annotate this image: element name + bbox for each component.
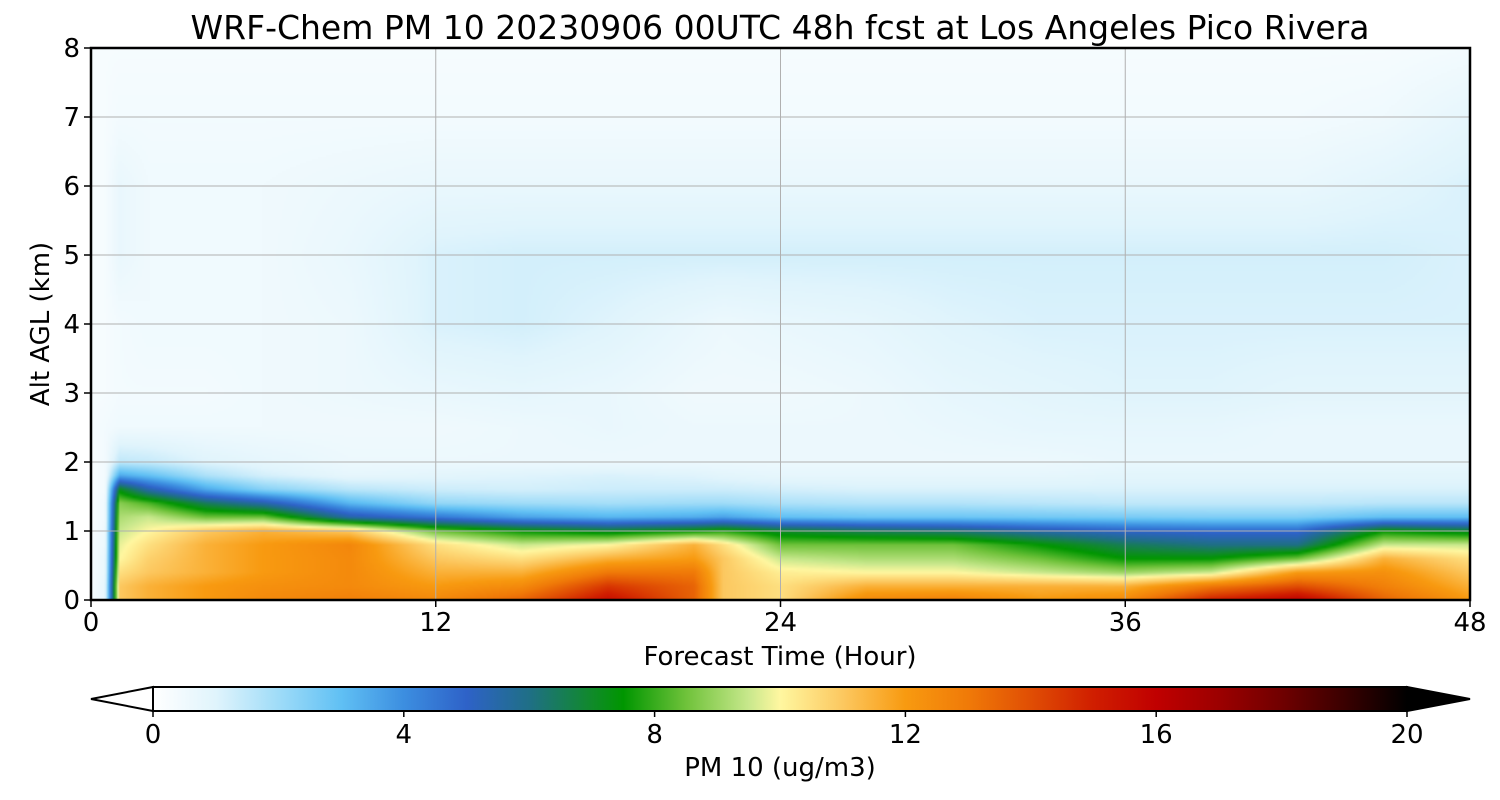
- y-tick-label: 2: [63, 448, 80, 478]
- y-axis-label: Alt AGL (km): [26, 242, 56, 406]
- y-tick-label: 6: [63, 172, 80, 202]
- colorbar-tick-label: 20: [1390, 720, 1423, 750]
- y-tick-label: 0: [63, 586, 80, 616]
- y-tick-label: 8: [63, 34, 80, 64]
- y-tick-label: 3: [63, 379, 80, 409]
- y-tick-label: 1: [63, 517, 80, 547]
- x-tick-label: 0: [83, 608, 100, 638]
- colorbar-tick-label: 4: [396, 720, 413, 750]
- x-axis: 0 12 24 36 48: [83, 600, 1487, 638]
- plot-area: [89, 46, 1472, 602]
- x-tick-label: 24: [764, 608, 797, 638]
- grid-lines: [91, 48, 1470, 600]
- colorbar-ticks: 0 4 8 12 16 20: [145, 711, 1424, 750]
- colorbar-tick-label: 12: [889, 720, 922, 750]
- colorbar-tick-label: 16: [1140, 720, 1173, 750]
- y-axis: 0 1 2 3 4 5 6 7 8: [63, 34, 91, 616]
- colorbar: 0 4 8 12 16 20 PM 10 (ug/m3): [90, 685, 1471, 783]
- y-tick-label: 5: [63, 241, 80, 271]
- x-tick-label: 48: [1453, 608, 1486, 638]
- chart-title: WRF-Chem PM 10 20230906 00UTC 48h fcst a…: [191, 8, 1370, 47]
- colorbar-extend-low: [90, 685, 154, 713]
- y-tick-label: 7: [63, 103, 80, 133]
- colorbar-label: PM 10 (ug/m3): [684, 753, 876, 783]
- colorbar-tick-label: 8: [646, 720, 663, 750]
- x-axis-label: Forecast Time (Hour): [643, 642, 916, 672]
- colorbar-tick-label: 0: [145, 720, 162, 750]
- x-tick-label: 12: [419, 608, 452, 638]
- y-tick-label: 4: [63, 310, 80, 340]
- x-tick-label: 36: [1109, 608, 1142, 638]
- colorbar-body: [152, 686, 1408, 712]
- colorbar-extend-high: [1406, 685, 1471, 713]
